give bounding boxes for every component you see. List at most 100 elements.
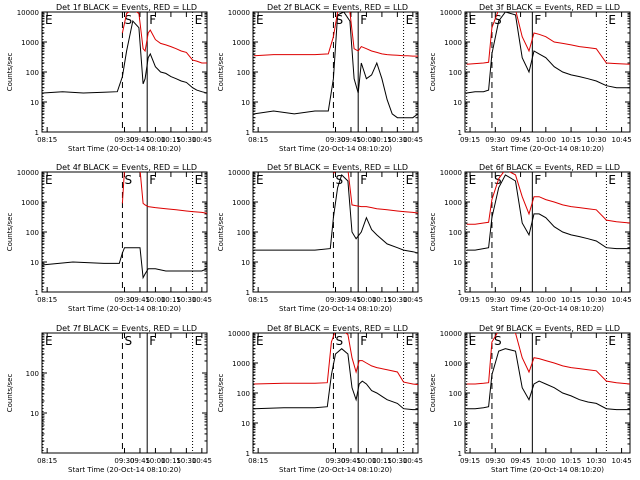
x-axis-label: Start Time (20-Oct-14 08:10:20) xyxy=(491,466,604,474)
x-tick-label: 10:30 xyxy=(387,136,407,144)
y-axis-label: Counts/sec xyxy=(429,374,437,413)
x-tick-label: 10:45 xyxy=(611,136,631,144)
y-axis-label: Counts/sec xyxy=(217,53,225,92)
plot-frame xyxy=(41,171,208,293)
event-marker-label: E xyxy=(469,334,477,348)
x-axis-label: Start Time (20-Oct-14 08:10:20) xyxy=(491,145,604,153)
event-marker-label: S xyxy=(335,334,343,348)
y-tick-label: 1000 xyxy=(232,199,250,207)
series-line-events xyxy=(42,19,207,94)
x-tick-label: 10:15 xyxy=(561,457,581,465)
plot-frame xyxy=(252,11,419,133)
chart-panel-5: Det 5f BLACK = Events, RED = LLD Counts/s… xyxy=(217,163,423,313)
chart-panel-3: Det 3f BLACK = Events, RED = LLD Counts/s… xyxy=(429,3,632,153)
y-tick-label: 1 xyxy=(246,450,250,458)
event-marker-label: E xyxy=(608,334,616,348)
y-tick-label: 10000 xyxy=(440,330,462,338)
y-axis-label: Counts/sec xyxy=(429,213,437,252)
y-tick-label: 10 xyxy=(30,259,39,267)
event-marker-label: F xyxy=(149,334,156,348)
x-tick-label: 08:15 xyxy=(248,136,268,144)
y-tick-label: 10000 xyxy=(228,169,250,177)
event-marker-label: E xyxy=(469,13,477,27)
y-tick-label: 10 xyxy=(241,259,250,267)
y-tick-label: 100 xyxy=(237,69,250,77)
x-tick-label: 10:30 xyxy=(586,136,606,144)
event-marker-label: S xyxy=(494,334,502,348)
x-tick-label: 10:15 xyxy=(372,457,392,465)
event-marker-label: E xyxy=(256,13,264,27)
x-tick-label: 09:30 xyxy=(114,136,134,144)
x-tick-label: 10:45 xyxy=(611,457,631,465)
x-tick-label: 10:30 xyxy=(176,296,196,304)
x-tick-label: 08:15 xyxy=(37,296,57,304)
y-tick-label: 1000 xyxy=(232,360,250,368)
event-marker-label: F xyxy=(360,13,367,27)
x-tick-label: 09:15 xyxy=(460,136,480,144)
event-marker-label: F xyxy=(360,334,367,348)
series-line-lld xyxy=(466,172,630,225)
plot-frame xyxy=(464,171,631,293)
x-tick-label: 09:30 xyxy=(114,296,134,304)
series-line-events xyxy=(466,174,630,251)
y-tick-label: 1 xyxy=(458,450,462,458)
chart-title: Det 7f BLACK = Events, RED = LLD xyxy=(56,324,197,333)
y-tick-label: 10000 xyxy=(440,9,462,17)
x-tick-label: 10:00 xyxy=(536,296,556,304)
x-tick-label: 09:45 xyxy=(341,296,361,304)
x-tick-label: 10:45 xyxy=(192,296,212,304)
x-tick-label: 10:15 xyxy=(161,136,181,144)
event-marker-label: F xyxy=(534,13,541,27)
x-tick-label: 10:00 xyxy=(356,457,376,465)
x-tick-label: 10:45 xyxy=(403,457,423,465)
plot-frame xyxy=(41,11,208,133)
series-line-lld xyxy=(466,333,630,385)
chart-title: Det 9f BLACK = Events, RED = LLD xyxy=(479,324,620,333)
event-marker-label: F xyxy=(360,173,367,187)
y-tick-label: 10 xyxy=(241,99,250,107)
x-tick-label: 09:45 xyxy=(130,457,150,465)
x-tick-label: 10:30 xyxy=(387,457,407,465)
series-line-events xyxy=(466,12,630,94)
series-line-lld xyxy=(253,333,418,386)
y-tick-label: 100 xyxy=(449,390,462,398)
x-tick-label: 09:30 xyxy=(325,457,345,465)
chart-title: Det 1f BLACK = Events, RED = LLD xyxy=(56,3,197,12)
x-tick-label: 09:45 xyxy=(510,296,530,304)
event-marker-label: S xyxy=(124,13,132,27)
y-tick-label: 100 xyxy=(237,390,250,398)
y-tick-label: 10000 xyxy=(17,9,39,17)
chart-panel-4: Det 4f BLACK = Events, RED = LLD Counts/s… xyxy=(6,163,212,313)
series-line-events xyxy=(42,247,207,280)
event-marker-label: E xyxy=(406,173,414,187)
x-tick-label: 10:30 xyxy=(586,457,606,465)
chart-title: Det 6f BLACK = Events, RED = LLD xyxy=(479,163,620,172)
x-tick-label: 09:45 xyxy=(341,457,361,465)
event-marker-label: F xyxy=(534,173,541,187)
event-marker-label: S xyxy=(124,173,132,187)
x-tick-label: 10:15 xyxy=(161,296,181,304)
event-marker-label: F xyxy=(149,173,156,187)
x-tick-label: 09:45 xyxy=(130,136,150,144)
plot-frame xyxy=(41,332,208,454)
x-tick-label: 08:15 xyxy=(248,296,268,304)
y-tick-label: 10000 xyxy=(440,169,462,177)
y-tick-label: 1 xyxy=(458,289,462,297)
chart-title: Det 2f BLACK = Events, RED = LLD xyxy=(267,3,408,12)
y-tick-label: 1000 xyxy=(444,199,462,207)
x-tick-label: 10:15 xyxy=(372,296,392,304)
chart-panel-7: Det 7f BLACK = Events, RED = LLD Counts/s… xyxy=(6,324,212,474)
x-axis-label: Start Time (20-Oct-14 08:10:20) xyxy=(68,145,181,153)
x-tick-label: 10:00 xyxy=(536,457,556,465)
y-tick-label: 10 xyxy=(241,420,250,428)
x-tick-label: 09:45 xyxy=(130,296,150,304)
series-line-lld xyxy=(121,172,207,214)
x-tick-label: 10:30 xyxy=(387,296,407,304)
series-line-events xyxy=(253,348,418,411)
series-line-events xyxy=(253,12,418,119)
chart-title: Det 8f BLACK = Events, RED = LLD xyxy=(267,324,408,333)
x-tick-label: 10:15 xyxy=(161,457,181,465)
x-tick-label: 10:45 xyxy=(403,136,423,144)
y-tick-label: 100 xyxy=(449,69,462,77)
event-marker-label: S xyxy=(335,13,343,27)
